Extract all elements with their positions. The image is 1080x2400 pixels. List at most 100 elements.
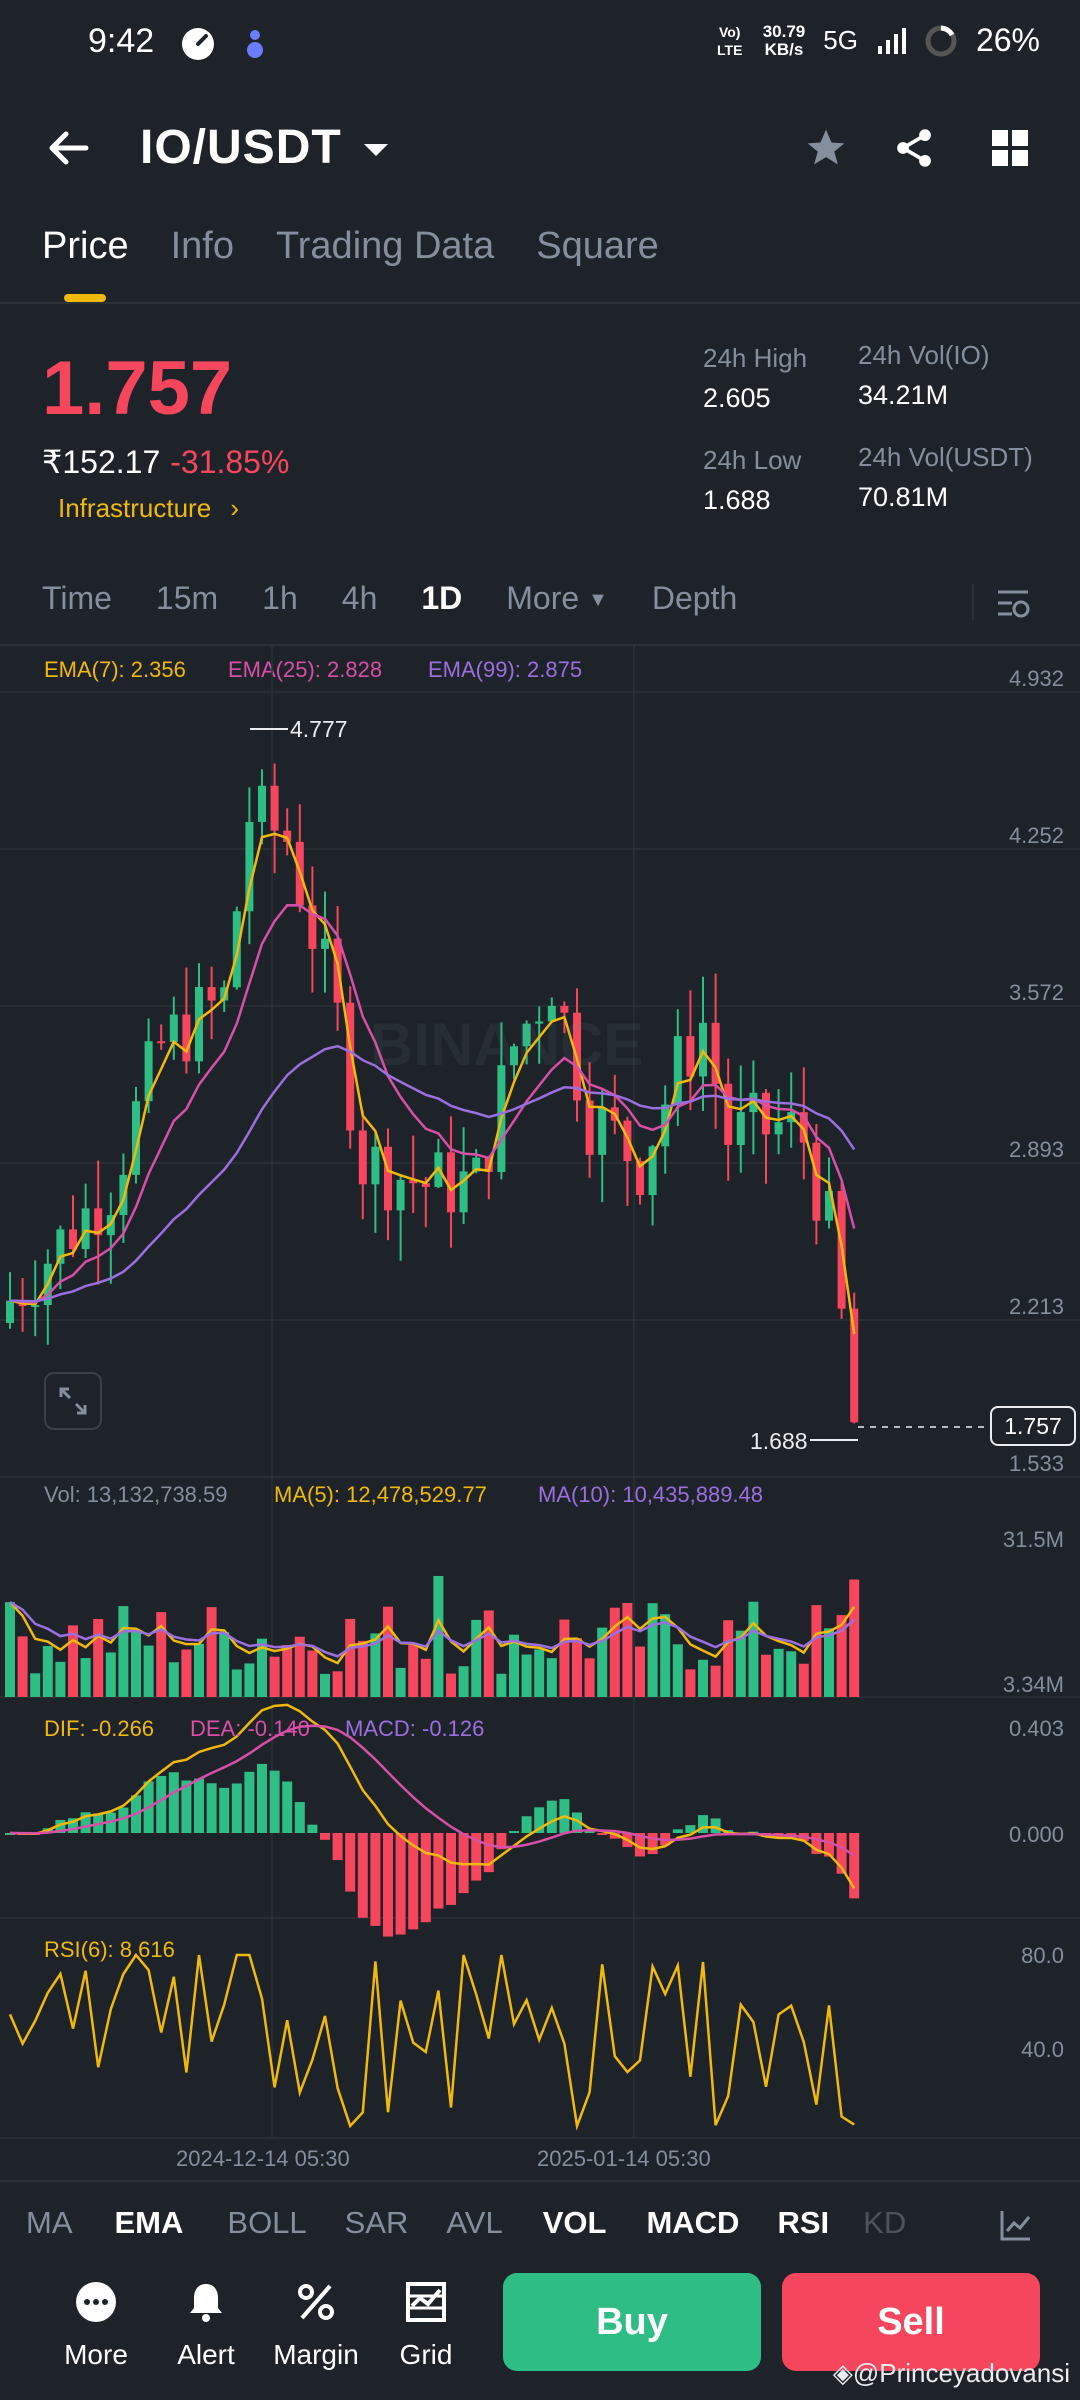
candle-body — [346, 1002, 355, 1131]
ind-tab-kd[interactable]: KD — [863, 2205, 907, 2240]
star-icon — [807, 129, 845, 165]
ind-tab-macd[interactable]: MACD — [646, 2205, 740, 2240]
tf-1h[interactable]: 1h — [262, 580, 298, 616]
candle-body — [774, 1122, 783, 1135]
sell-button[interactable]: Sell — [782, 2273, 1040, 2371]
candle-body — [157, 1041, 166, 1044]
buy-button[interactable]: Buy — [503, 2273, 761, 2371]
tab-square[interactable]: Square — [536, 225, 659, 267]
tf-time[interactable]: Time — [42, 580, 112, 616]
margin-action[interactable]: Margin — [266, 2280, 366, 2371]
ind-tab-rsi[interactable]: RSI — [777, 2205, 830, 2240]
network-speed: 30.79 KB/s — [762, 21, 806, 59]
vol-quote-label: 24h Vol(USDT) — [858, 442, 1033, 472]
price-chart[interactable] — [0, 645, 1080, 2140]
back-button[interactable] — [44, 126, 92, 175]
candle-body — [736, 1112, 745, 1146]
tab-price[interactable]: Price — [42, 225, 129, 267]
y-tick: 2.893 — [1008, 1137, 1064, 1162]
candle-body — [245, 821, 254, 912]
candle-body — [812, 1142, 821, 1221]
share-button[interactable] — [892, 126, 936, 175]
candle-body — [56, 1229, 65, 1264]
tf-depth[interactable]: Depth — [651, 580, 738, 616]
ind-tab-vol[interactable]: VOL — [542, 2205, 607, 2240]
macd-bar — [672, 1829, 683, 1833]
volume-bar — [206, 1607, 217, 1697]
tab-trading-data[interactable]: Trading Data — [275, 225, 495, 267]
battery-level: 26% — [975, 22, 1040, 58]
tab-info[interactable]: Info — [170, 225, 234, 267]
volume-bar — [143, 1645, 154, 1697]
ind-tab-ma[interactable]: MA — [26, 2205, 73, 2240]
vol-base-label: 24h Vol(IO) — [858, 340, 990, 370]
chart-settings-button[interactable] — [994, 584, 1032, 627]
volume-bar — [698, 1659, 708, 1697]
macd-bar — [849, 1833, 860, 1899]
grid-icon — [992, 130, 1028, 166]
volume-bar — [433, 1575, 444, 1697]
pair-name: IO/USDT — [140, 121, 342, 174]
fiat-price-row: ₹152.17 -31.85% — [42, 443, 289, 481]
rsi-legend: RSI(6): 8.616 — [44, 1937, 175, 1962]
macd-bar — [483, 1833, 494, 1873]
tf-1d[interactable]: 1D — [421, 580, 463, 616]
grid-lines — [0, 645, 1080, 2139]
candle-body — [144, 1041, 153, 1102]
vol-quote-value: 70.81M — [858, 482, 949, 512]
tf-4h[interactable]: 4h — [341, 580, 378, 616]
macd-bar — [219, 1787, 230, 1833]
layout-button[interactable] — [990, 128, 1030, 173]
volume-bar — [622, 1603, 633, 1697]
volume-bar — [609, 1607, 620, 1697]
y-tick: 1.533 — [1008, 1451, 1064, 1476]
volume-bar — [30, 1673, 41, 1697]
candle-body — [711, 1022, 720, 1084]
ind-tab-sar[interactable]: SAR — [344, 2205, 409, 2240]
grid-action[interactable]: Grid — [376, 2280, 476, 2371]
volume-bar — [269, 1656, 280, 1697]
x-tick: 2024-12-14 05:30 — [176, 2146, 350, 2171]
favorite-button[interactable] — [804, 126, 848, 175]
alert-action[interactable]: Alert — [156, 2280, 256, 2371]
ind-tab-ema[interactable]: EMA — [114, 2205, 184, 2240]
status-bar: 9:42 Vo) LTE 30.79 KB/s 5G 26% — [0, 0, 1080, 90]
candle-body — [31, 1305, 40, 1308]
macd-bar — [80, 1812, 91, 1833]
macd-bar — [55, 1819, 66, 1833]
ind-tab-avl[interactable]: AVL — [446, 2205, 503, 2240]
volume-ma10-line — [9, 1601, 856, 1658]
more-action[interactable]: More — [46, 2280, 146, 2371]
divider — [0, 2180, 1080, 2182]
candle-body — [94, 1208, 103, 1236]
category-tag[interactable]: Infrastructure › — [58, 493, 239, 524]
volume-bar — [748, 1601, 759, 1697]
fullscreen-button[interactable] — [44, 1372, 102, 1430]
macd-bar — [836, 1833, 847, 1874]
y-tick: 3.572 — [1008, 980, 1064, 1005]
grid-trading-icon — [406, 2282, 446, 2322]
inr-price: ₹152.17 — [42, 444, 161, 480]
macd-bar — [647, 1833, 658, 1855]
macd-bar — [370, 1833, 381, 1926]
macd-lines — [9, 1703, 856, 1889]
volume-bar — [798, 1663, 809, 1697]
volume-bar — [458, 1666, 469, 1697]
divider — [972, 584, 974, 620]
vol-y-max: 31.5M — [1002, 1527, 1064, 1552]
tf-15m[interactable]: 15m — [155, 580, 219, 616]
candle-body — [724, 1083, 733, 1146]
candle-body — [182, 1014, 191, 1062]
tf-more[interactable]: More ▼ — [506, 580, 608, 616]
share-icon — [897, 129, 931, 167]
indicator-settings-button[interactable] — [994, 2207, 1034, 2248]
pair-selector[interactable]: IO/USDT — [140, 120, 390, 175]
rsi-polyline — [8, 1952, 855, 2131]
candle-body — [535, 1021, 544, 1024]
back-arrow-icon — [49, 131, 89, 165]
ind-tab-boll[interactable]: BOLL — [227, 2205, 307, 2240]
candle-body — [673, 1036, 682, 1105]
candle-body — [648, 1146, 657, 1196]
candle-body — [825, 1190, 833, 1221]
volume-bar — [635, 1646, 645, 1697]
